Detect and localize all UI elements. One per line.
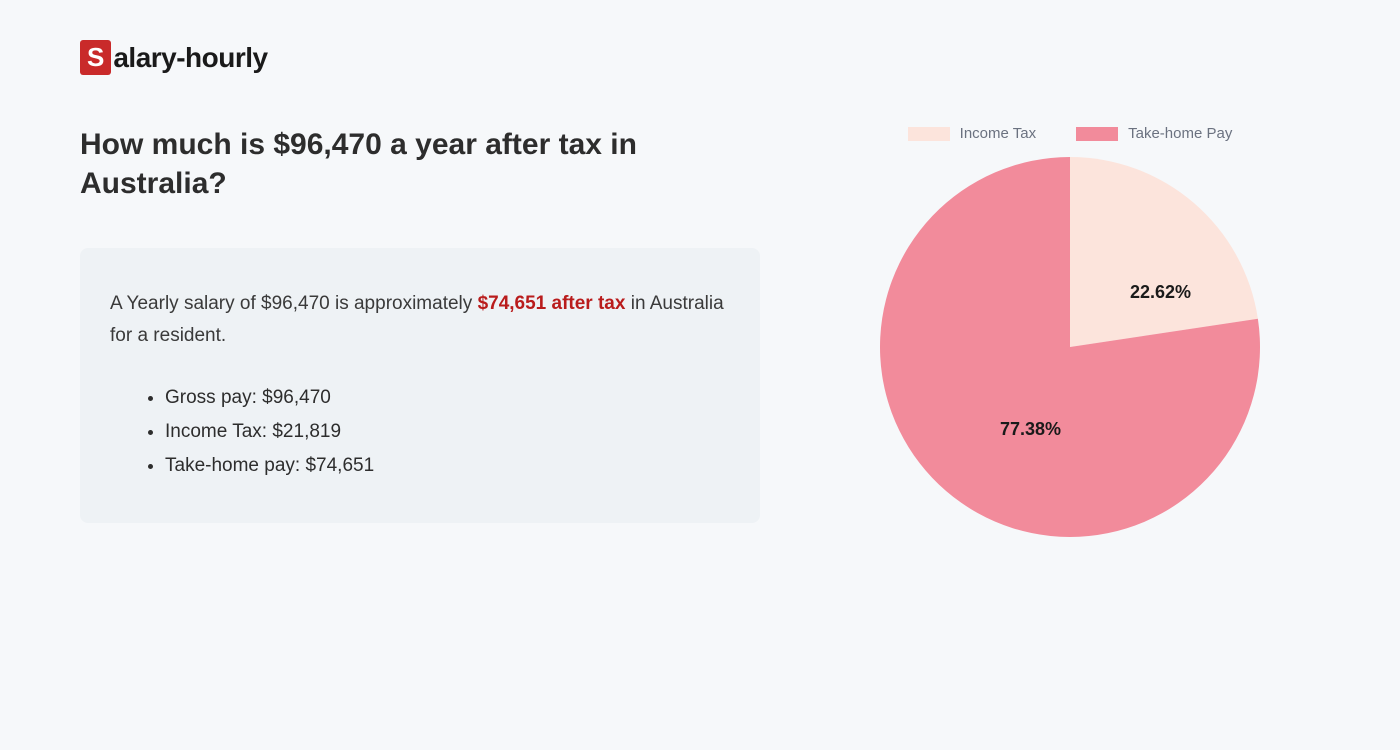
legend-label: Income Tax <box>960 125 1036 142</box>
pie-chart: 22.62% 77.38% <box>880 157 1260 537</box>
list-item: Income Tax: $21,819 <box>165 415 730 449</box>
legend-swatch-income-tax <box>908 127 950 141</box>
chart-column: Income Tax Take-home Pay 22.62% 77.38% <box>840 125 1300 537</box>
summary-box: A Yearly salary of $96,470 is approximat… <box>80 248 760 523</box>
page-title: How much is $96,470 a year after tax in … <box>80 125 760 203</box>
summary-prefix: A Yearly salary of $96,470 is approximat… <box>110 293 478 314</box>
summary-highlight: $74,651 after tax <box>478 293 626 314</box>
legend-label: Take-home Pay <box>1128 125 1232 142</box>
logo-text: alary-hourly <box>113 42 267 74</box>
list-item: Take-home pay: $74,651 <box>165 449 730 483</box>
logo: S alary-hourly <box>80 40 1320 75</box>
bullet-list: Gross pay: $96,470 Income Tax: $21,819 T… <box>110 381 730 484</box>
legend-item: Income Tax <box>908 125 1036 142</box>
legend-swatch-takehome <box>1076 127 1118 141</box>
list-item: Gross pay: $96,470 <box>165 381 730 415</box>
pie-slice-label: 22.62% <box>1130 282 1191 303</box>
pie-slice-label: 77.38% <box>1000 419 1061 440</box>
legend-item: Take-home Pay <box>1076 125 1232 142</box>
pie-svg <box>880 157 1260 537</box>
left-column: How much is $96,470 a year after tax in … <box>80 125 760 537</box>
chart-legend: Income Tax Take-home Pay <box>840 125 1300 142</box>
content-area: How much is $96,470 a year after tax in … <box>80 125 1320 537</box>
logo-prefix: S <box>80 40 111 75</box>
summary-text: A Yearly salary of $96,470 is approximat… <box>110 288 730 353</box>
